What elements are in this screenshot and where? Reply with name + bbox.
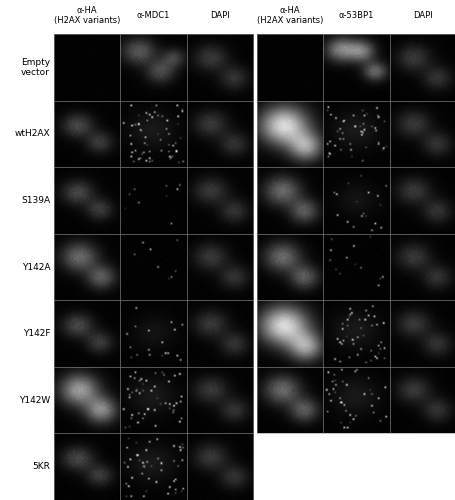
Text: Y142W: Y142W: [19, 396, 50, 404]
Text: S139A: S139A: [21, 196, 50, 205]
Text: α-53BP1: α-53BP1: [338, 11, 373, 20]
Text: Empty
vector: Empty vector: [21, 58, 50, 77]
Text: DAPI: DAPI: [210, 11, 229, 20]
Text: Y142A: Y142A: [21, 262, 50, 272]
Text: α-HA
(H2AX variants): α-HA (H2AX variants): [54, 6, 120, 25]
Text: α-HA
(H2AX variants): α-HA (H2AX variants): [256, 6, 323, 25]
Text: Y142F: Y142F: [23, 329, 50, 338]
Text: 5KR: 5KR: [32, 462, 50, 471]
Text: DAPI: DAPI: [412, 11, 432, 20]
Text: wtH2AX: wtH2AX: [15, 130, 50, 138]
Text: α-MDC1: α-MDC1: [136, 11, 170, 20]
